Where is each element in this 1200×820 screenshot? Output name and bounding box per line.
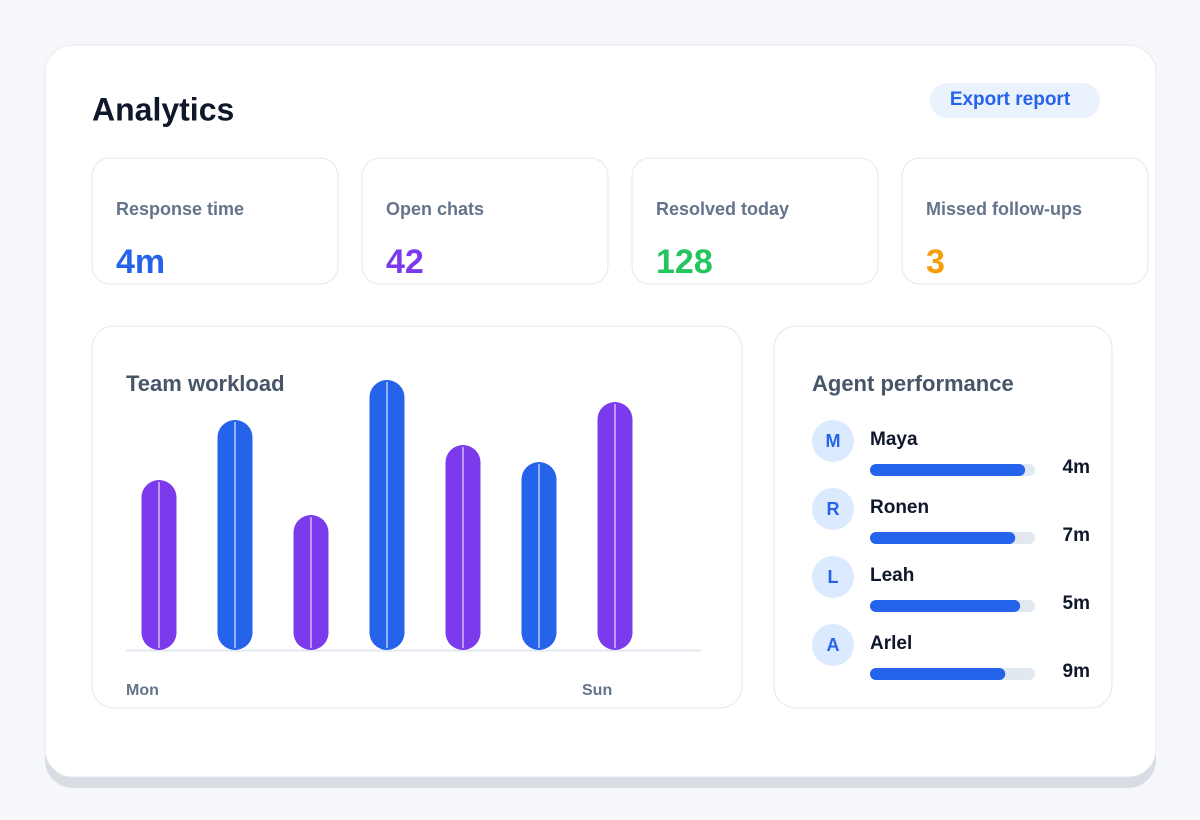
agent-name: Ronen bbox=[870, 497, 929, 518]
export-button-label[interactable]: Export report bbox=[950, 89, 1071, 110]
avatar bbox=[812, 488, 854, 530]
stat-card bbox=[901, 157, 1149, 285]
avatar bbox=[812, 556, 854, 598]
stat-value: 42 bbox=[386, 243, 424, 281]
agent-time: 9m bbox=[1063, 661, 1090, 682]
stat-label: Resolved today bbox=[656, 199, 789, 219]
avatar-initial: M bbox=[826, 431, 841, 451]
stat-value: 128 bbox=[656, 243, 713, 281]
progress-fill bbox=[870, 464, 1026, 476]
agent-time: 4m bbox=[1063, 457, 1090, 478]
agent-time: 7m bbox=[1063, 525, 1090, 546]
agent-time: 5m bbox=[1063, 593, 1090, 614]
page-title: Analytics bbox=[92, 91, 234, 127]
export-button[interactable] bbox=[930, 83, 1100, 118]
progress-fill bbox=[870, 668, 1006, 680]
stat-card bbox=[361, 157, 609, 285]
stat-label: Response time bbox=[116, 199, 244, 219]
avatar-initial: A bbox=[827, 635, 840, 655]
stat-label: Open chats bbox=[386, 199, 484, 219]
avatar-initial: L bbox=[828, 567, 839, 587]
avatar bbox=[812, 624, 854, 666]
x-tick-label: Sun bbox=[582, 682, 612, 699]
agent-name: Arlel bbox=[870, 633, 912, 654]
avatar-initial: R bbox=[827, 499, 840, 519]
stat-label: Missed follow-ups bbox=[926, 199, 1082, 219]
agent-name: Maya bbox=[870, 429, 918, 450]
stat-card bbox=[91, 157, 339, 285]
chart-title: Team workload bbox=[126, 371, 285, 396]
avatar bbox=[812, 420, 854, 462]
workload-card bbox=[91, 325, 743, 709]
stat-value: 3 bbox=[926, 243, 945, 281]
progress-fill bbox=[870, 532, 1016, 544]
agent-name: Leah bbox=[870, 565, 914, 586]
agent-card bbox=[773, 325, 1113, 709]
stat-card bbox=[631, 157, 879, 285]
progress-fill bbox=[870, 600, 1021, 612]
x-tick-label: Mon bbox=[126, 682, 159, 699]
stat-value: 4m bbox=[116, 243, 165, 281]
agent-title: Agent performance bbox=[812, 371, 1014, 396]
